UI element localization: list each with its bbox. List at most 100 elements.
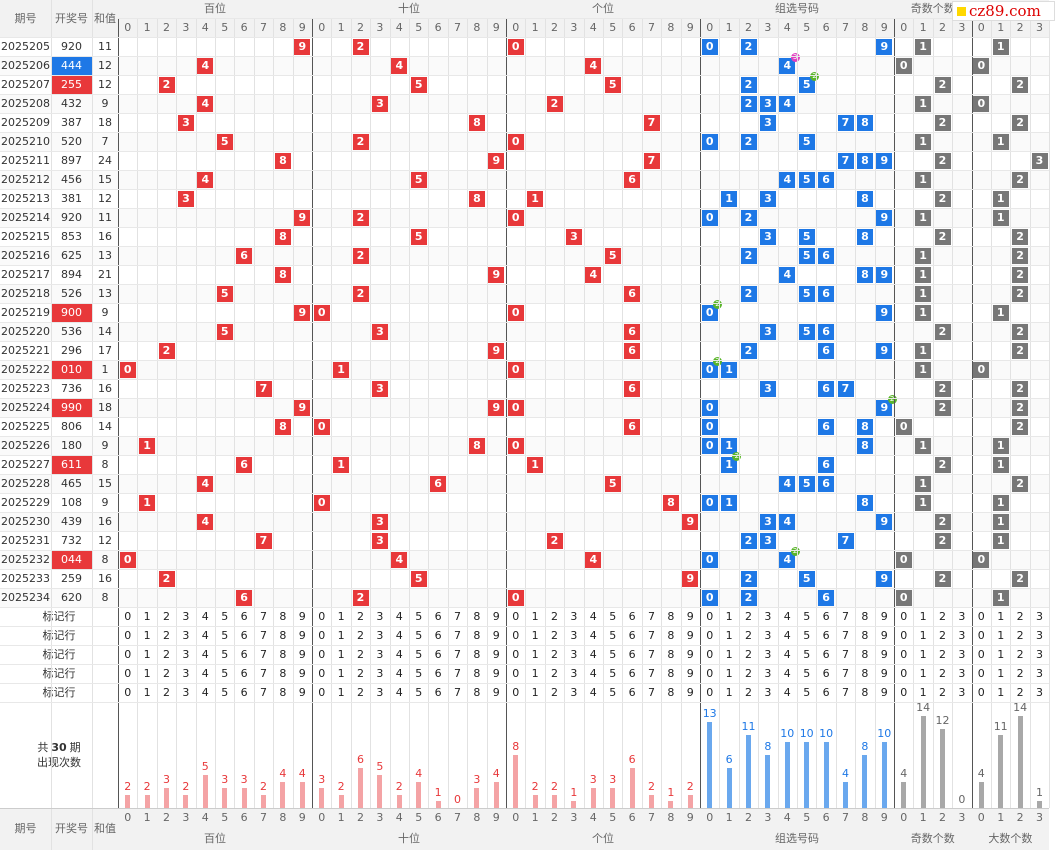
mark-cell[interactable]: 1 [919, 648, 927, 661]
mark-cell[interactable]: 5 [803, 667, 811, 680]
mark-cell[interactable]: 1 [725, 648, 733, 661]
mark-cell[interactable]: 2 [162, 686, 170, 699]
mark-cell[interactable]: 7 [259, 610, 267, 623]
mark-cell[interactable]: 1 [997, 648, 1005, 661]
mark-cell[interactable]: 6 [628, 629, 636, 642]
mark-cell[interactable]: 3 [570, 648, 578, 661]
mark-cell[interactable]: 8 [473, 648, 481, 661]
mark-cell[interactable]: 4 [589, 667, 597, 680]
mark-cell[interactable]: 0 [900, 610, 908, 623]
mark-cell[interactable]: 1 [919, 610, 927, 623]
mark-cell[interactable]: 6 [822, 667, 830, 680]
mark-cell[interactable]: 0 [977, 610, 985, 623]
mark-cell[interactable]: 2 [1016, 629, 1024, 642]
mark-cell[interactable]: 9 [686, 648, 694, 661]
mark-cell[interactable]: 4 [201, 648, 209, 661]
mark-cell[interactable]: 9 [880, 667, 888, 680]
mark-cell[interactable]: 1 [143, 648, 151, 661]
mark-cell[interactable]: 0 [124, 610, 132, 623]
mark-cell[interactable]: 1 [143, 686, 151, 699]
mark-cell[interactable]: 9 [298, 667, 306, 680]
mark-cell[interactable]: 2 [744, 629, 752, 642]
mark-cell[interactable]: 2 [162, 667, 170, 680]
mark-cell[interactable]: 3 [182, 686, 190, 699]
mark-cell[interactable]: 9 [298, 648, 306, 661]
mark-cell[interactable]: 1 [725, 629, 733, 642]
mark-cell[interactable]: 2 [1016, 648, 1024, 661]
mark-cell[interactable]: 1 [725, 686, 733, 699]
mark-cell[interactable]: 8 [667, 610, 675, 623]
mark-cell[interactable]: 2 [356, 629, 364, 642]
mark-cell[interactable]: 8 [279, 648, 287, 661]
mark-cell[interactable]: 9 [880, 686, 888, 699]
mark-cell[interactable]: 8 [279, 686, 287, 699]
mark-cell[interactable]: 9 [492, 629, 500, 642]
mark-cell[interactable]: 4 [201, 629, 209, 642]
mark-cell[interactable]: 0 [977, 648, 985, 661]
mark-cell[interactable]: 8 [667, 686, 675, 699]
mark-cell[interactable]: 8 [279, 610, 287, 623]
mark-cell[interactable]: 2 [356, 667, 364, 680]
mark-cell[interactable]: 7 [453, 667, 461, 680]
mark-cell[interactable]: 4 [783, 610, 791, 623]
mark-cell[interactable]: 0 [124, 667, 132, 680]
mark-cell[interactable]: 4 [783, 667, 791, 680]
mark-cell[interactable]: 1 [143, 629, 151, 642]
mark-cell[interactable]: 3 [182, 648, 190, 661]
mark-cell[interactable]: 6 [822, 686, 830, 699]
mark-cell[interactable]: 4 [395, 610, 403, 623]
mark-cell[interactable]: 8 [473, 629, 481, 642]
mark-cell[interactable]: 4 [395, 629, 403, 642]
mark-cell[interactable]: 8 [279, 667, 287, 680]
mark-cell[interactable]: 5 [415, 686, 423, 699]
mark-cell[interactable]: 0 [318, 686, 326, 699]
mark-cell[interactable]: 1 [997, 667, 1005, 680]
mark-cell[interactable]: 3 [376, 667, 384, 680]
mark-cell[interactable]: 9 [492, 667, 500, 680]
mark-cell[interactable]: 4 [201, 610, 209, 623]
mark-cell[interactable]: 4 [201, 686, 209, 699]
mark-cell[interactable]: 0 [900, 686, 908, 699]
mark-cell[interactable]: 5 [221, 686, 229, 699]
mark-cell[interactable]: 3 [570, 610, 578, 623]
mark-cell[interactable]: 8 [861, 667, 869, 680]
mark-row-label[interactable]: 标记行 [42, 667, 76, 680]
mark-cell[interactable]: 7 [259, 686, 267, 699]
mark-cell[interactable]: 0 [900, 667, 908, 680]
mark-cell[interactable]: 8 [667, 629, 675, 642]
mark-cell[interactable]: 0 [512, 610, 520, 623]
mark-cell[interactable]: 9 [880, 648, 888, 661]
mark-cell[interactable]: 1 [337, 610, 345, 623]
mark-cell[interactable]: 1 [337, 686, 345, 699]
mark-cell[interactable]: 6 [628, 648, 636, 661]
mark-cell[interactable]: 9 [492, 686, 500, 699]
mark-cell[interactable]: 2 [744, 686, 752, 699]
mark-cell[interactable]: 3 [182, 629, 190, 642]
mark-cell[interactable]: 1 [531, 629, 539, 642]
mark-cell[interactable]: 6 [434, 648, 442, 661]
mark-cell[interactable]: 2 [938, 610, 946, 623]
mark-cell[interactable]: 1 [531, 686, 539, 699]
mark-cell[interactable]: 5 [803, 648, 811, 661]
mark-cell[interactable]: 1 [337, 648, 345, 661]
mark-cell[interactable]: 6 [822, 648, 830, 661]
mark-cell[interactable]: 6 [434, 610, 442, 623]
mark-cell[interactable]: 0 [706, 648, 714, 661]
mark-cell[interactable]: 7 [259, 629, 267, 642]
mark-cell[interactable]: 0 [977, 629, 985, 642]
mark-cell[interactable]: 6 [240, 610, 248, 623]
mark-cell[interactable]: 3 [958, 667, 966, 680]
mark-cell[interactable]: 4 [395, 686, 403, 699]
mark-cell[interactable]: 0 [706, 610, 714, 623]
mark-cell[interactable]: 6 [240, 629, 248, 642]
mark-cell[interactable]: 5 [803, 686, 811, 699]
mark-cell[interactable]: 3 [1035, 686, 1043, 699]
mark-cell[interactable]: 5 [609, 610, 617, 623]
mark-cell[interactable]: 2 [1016, 610, 1024, 623]
mark-cell[interactable]: 8 [861, 610, 869, 623]
mark-cell[interactable]: 1 [531, 667, 539, 680]
mark-cell[interactable]: 4 [783, 629, 791, 642]
mark-cell[interactable]: 5 [221, 629, 229, 642]
mark-cell[interactable]: 3 [376, 610, 384, 623]
mark-cell[interactable]: 6 [822, 629, 830, 642]
